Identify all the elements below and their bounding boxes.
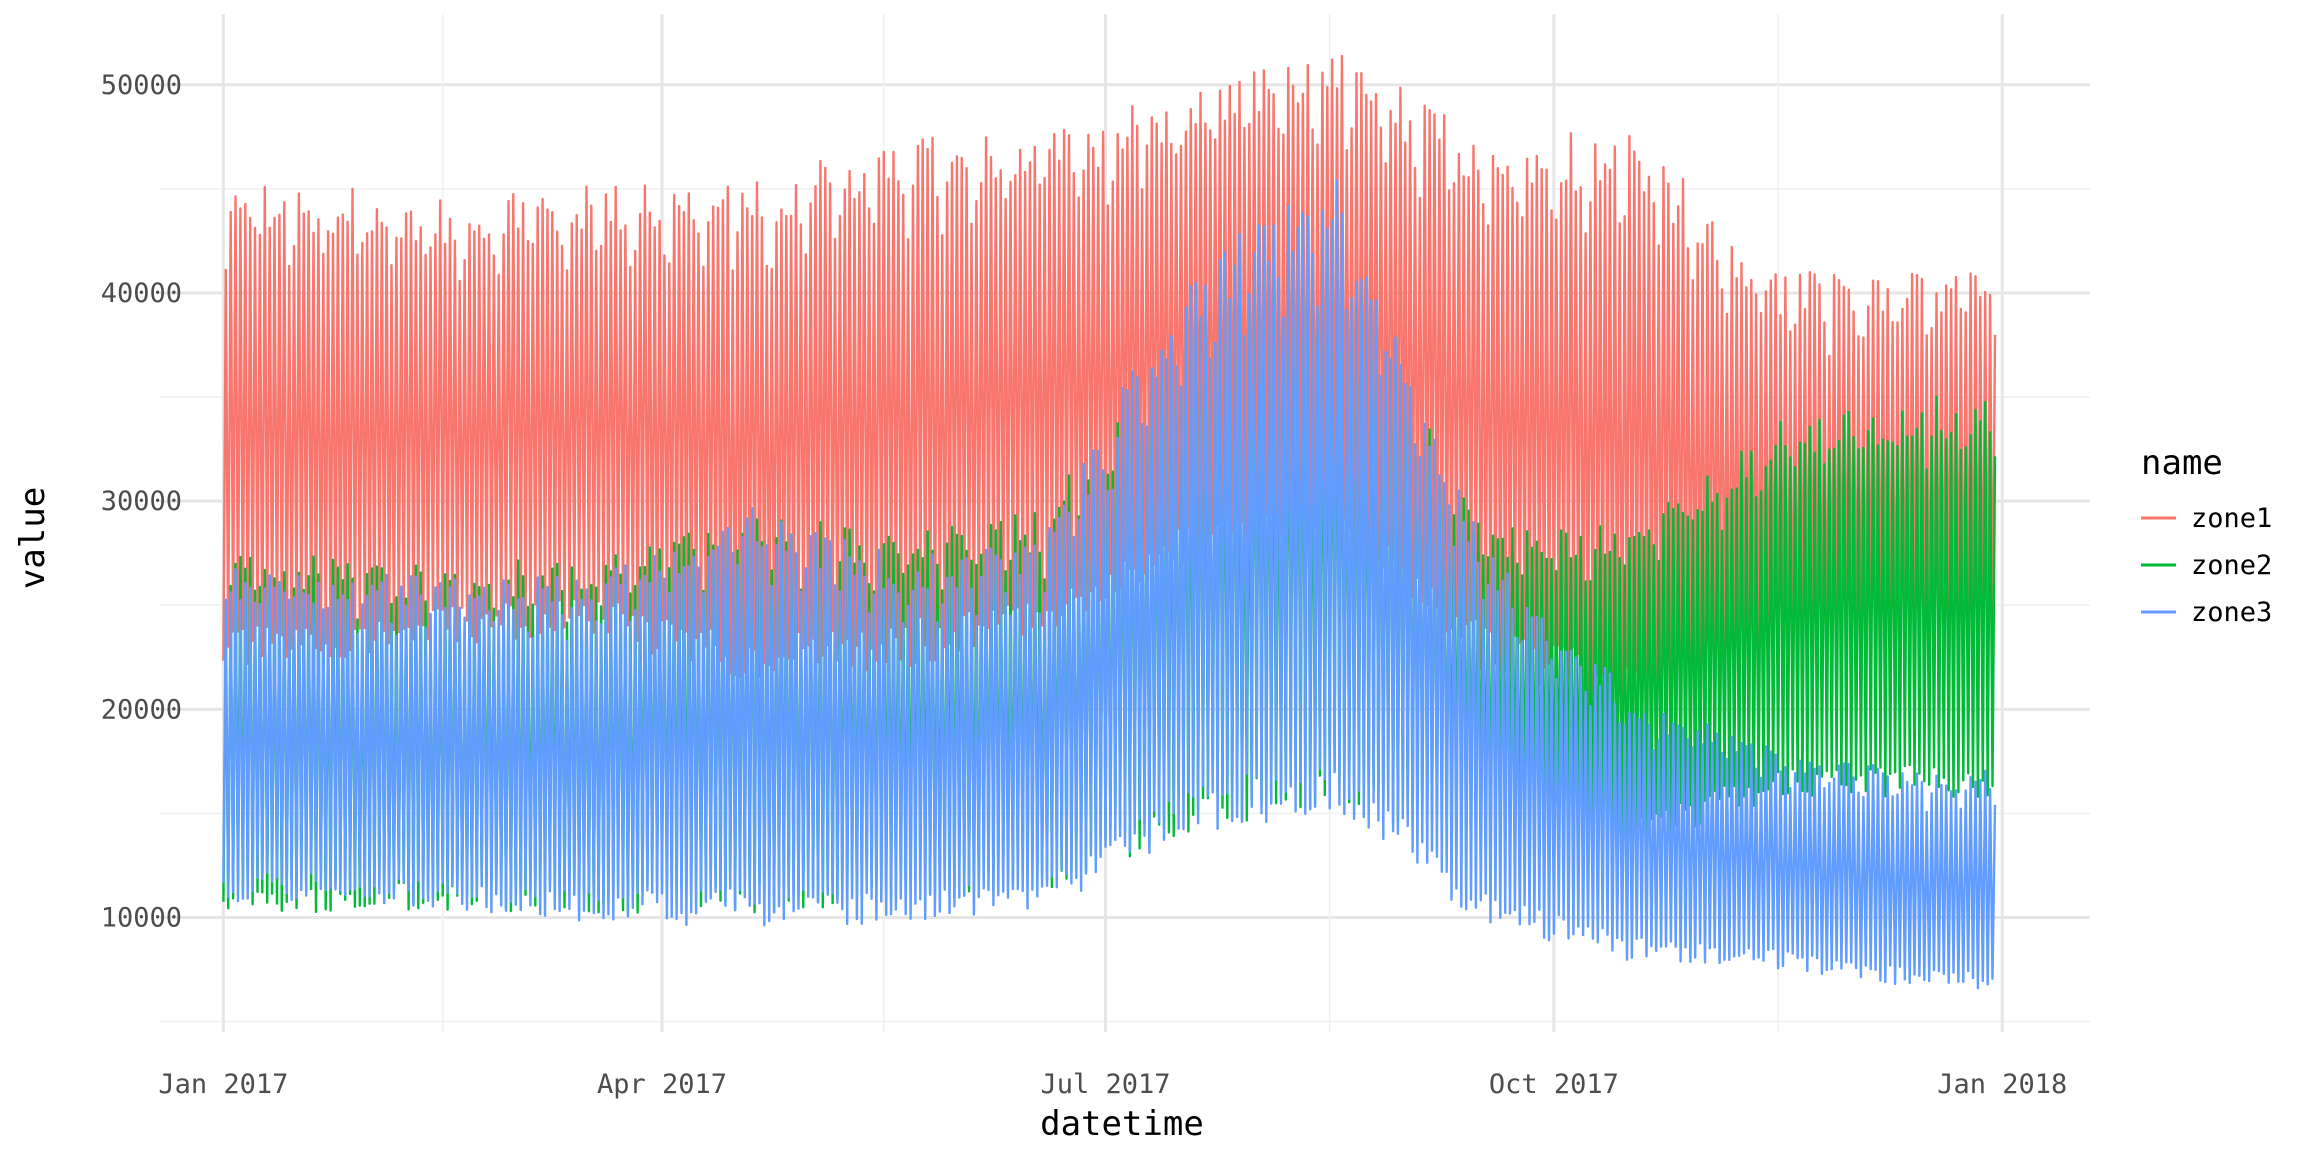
legend-label-zone1: zone1 xyxy=(2191,503,2272,534)
y-tick-label: 10000 xyxy=(101,903,182,934)
y-axis-title: value xyxy=(13,487,53,589)
legend-label-zone3: zone3 xyxy=(2191,597,2272,628)
series-line-zone3 xyxy=(222,179,1997,990)
x-axis: Jan 2017 Apr 2017 Jul 2017 Oct 2017 Jan 2018 xyxy=(158,1069,2067,1100)
legend: name zone1 zone2 zone3 xyxy=(2141,443,2272,628)
y-tick-label: 40000 xyxy=(101,278,182,309)
y-tick-label: 30000 xyxy=(101,486,182,517)
legend-label-zone2: zone2 xyxy=(2191,550,2272,581)
x-axis-title: datetime xyxy=(1040,1104,1204,1144)
x-tick-label: Jul 2017 xyxy=(1040,1069,1170,1100)
x-tick-label: Jan 2018 xyxy=(1937,1069,2067,1100)
x-tick-label: Jan 2017 xyxy=(158,1069,288,1100)
series-layer xyxy=(222,54,1997,990)
legend-title: name xyxy=(2141,443,2223,483)
y-axis: 10000 20000 30000 40000 50000 xyxy=(101,70,182,934)
y-tick-label: 20000 xyxy=(101,694,182,725)
x-tick-label: Oct 2017 xyxy=(1489,1069,1619,1100)
x-tick-label: Apr 2017 xyxy=(597,1069,727,1100)
y-tick-label: 50000 xyxy=(101,70,182,101)
